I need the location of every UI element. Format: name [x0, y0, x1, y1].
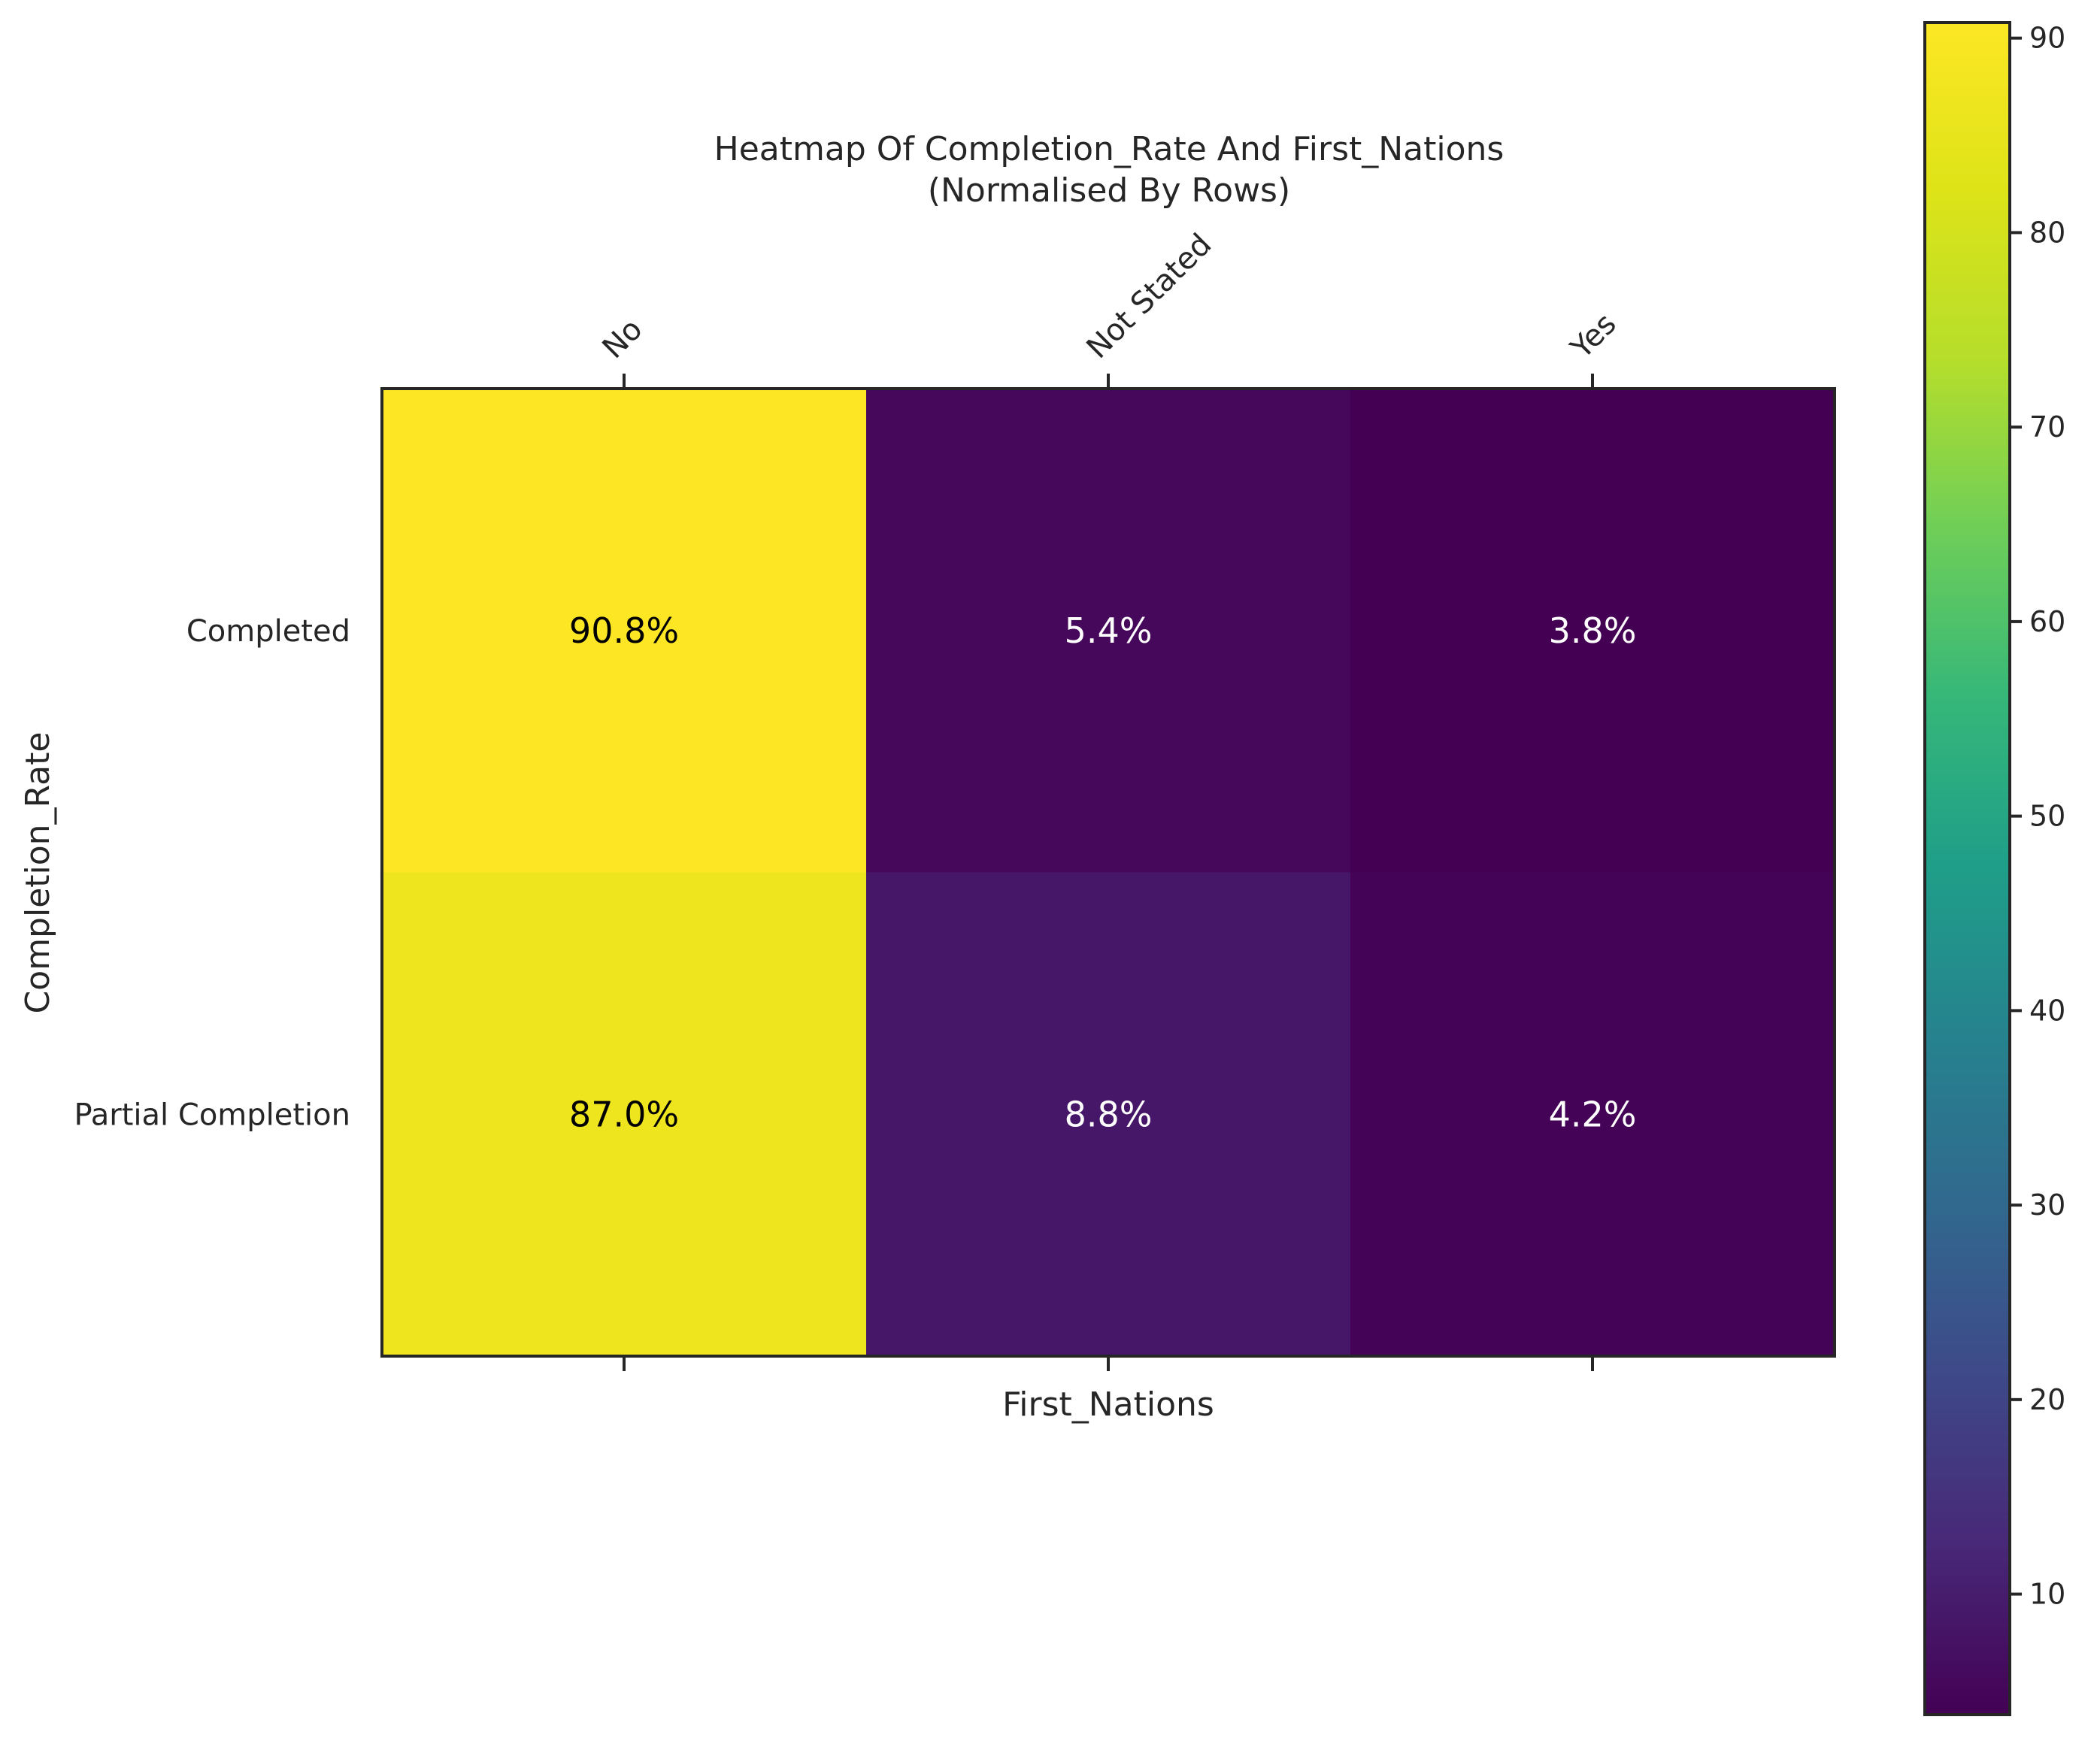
colorbar	[1923, 21, 2011, 1716]
cell-value-label: 90.8%	[569, 610, 679, 651]
x-tick-label: Yes	[1564, 307, 1623, 366]
chart-subtitle: (Normalised By Rows)	[928, 171, 1290, 210]
y-tick-label: Completed	[186, 614, 350, 649]
cell-value-label: 5.4%	[1065, 610, 1153, 651]
cell-value-label: 8.8%	[1065, 1094, 1153, 1134]
colorbar-tick-label: 30	[2029, 1188, 2065, 1222]
x-tick-label: Not Stated	[1080, 227, 1219, 365]
heatmap-cell	[382, 389, 867, 873]
colorbar-tick-label: 40	[2029, 994, 2065, 1027]
cell-value-label: 4.2%	[1549, 1094, 1637, 1134]
colorbar-ticks: 10 20 30 40 50 60 70 80 90	[2010, 22, 2065, 1611]
heatmap-cell	[866, 389, 1351, 873]
colorbar-tick-label: 80	[2029, 216, 2065, 249]
colorbar-tick-label: 70	[2029, 410, 2065, 444]
x-tick-label: No	[596, 312, 650, 365]
heatmap-cell	[1350, 872, 1835, 1357]
colorbar-tick-label: 10	[2029, 1578, 2065, 1611]
chart-title: Heatmap Of Completion_Rate And First_Nat…	[714, 130, 1505, 168]
colorbar-tick-label: 20	[2029, 1383, 2065, 1416]
colorbar-tick-label: 60	[2029, 605, 2065, 638]
heatmap-cell	[1350, 389, 1835, 873]
colorbar-tick-label: 50	[2029, 800, 2065, 833]
y-axis-ticks: Completed Partial Completion	[74, 614, 350, 1133]
colorbar-tick-label: 90	[2029, 22, 2065, 55]
heatmap-cell	[866, 872, 1351, 1357]
cell-value-label: 87.0%	[569, 1094, 679, 1134]
x-axis-label: First_Nations	[1002, 1385, 1214, 1424]
heatmap-cell-labels: 90.8% 5.4% 3.8% 87.0% 8.8% 4.2%	[569, 610, 1637, 1135]
y-axis-label: Completion_Rate	[19, 732, 57, 1014]
cell-value-label: 3.8%	[1549, 610, 1637, 651]
y-tick-label: Partial Completion	[74, 1098, 350, 1132]
heatmap-cell	[382, 872, 867, 1357]
heatmap-cells	[382, 389, 1835, 1357]
